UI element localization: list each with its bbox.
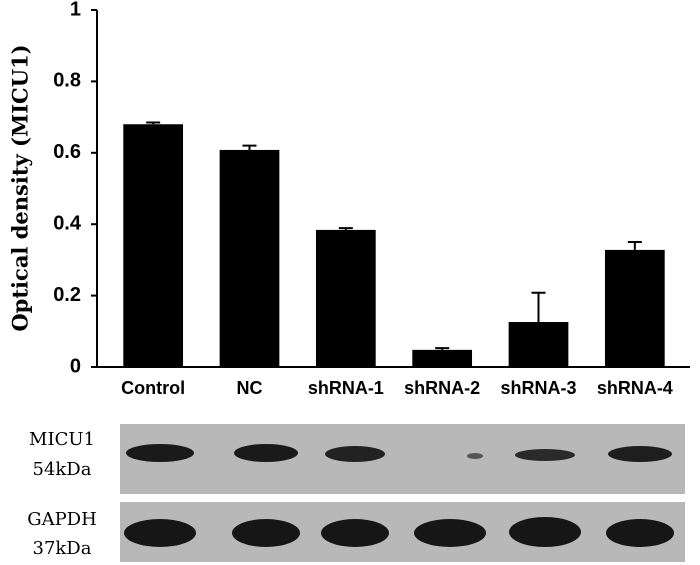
y-tick-label: 1 bbox=[70, 0, 81, 20]
bar bbox=[604, 249, 665, 367]
y-axis-label: Optical density (MICU1) bbox=[8, 44, 33, 331]
x-tick-label: NC bbox=[237, 378, 263, 398]
y-tick-label: 0.6 bbox=[53, 141, 81, 163]
blot-band bbox=[126, 444, 194, 462]
error-bar bbox=[146, 121, 161, 125]
bar bbox=[219, 149, 280, 367]
blot-band bbox=[515, 449, 575, 461]
blot-band bbox=[325, 446, 385, 462]
x-tick-label: shRNA-3 bbox=[500, 378, 576, 398]
blot-band bbox=[321, 519, 389, 547]
x-tick-label: shRNA-1 bbox=[308, 378, 384, 398]
blot-band bbox=[608, 446, 672, 462]
bar bbox=[123, 124, 184, 368]
blot-band bbox=[467, 453, 483, 459]
blot-panel bbox=[120, 424, 685, 562]
y-tick-label: 0 bbox=[70, 355, 81, 377]
y-tick-label: 0.2 bbox=[53, 284, 81, 306]
error-bar bbox=[242, 144, 257, 150]
bar bbox=[315, 229, 376, 367]
y-tick-label: 0.4 bbox=[53, 212, 82, 234]
blot-label: GAPDH bbox=[27, 509, 97, 530]
blot-band bbox=[232, 519, 300, 547]
error-bar bbox=[627, 241, 642, 250]
x-tick-label: Control bbox=[121, 378, 185, 398]
bar bbox=[412, 349, 473, 367]
error-bar bbox=[338, 227, 353, 230]
y-tick-label: 0.8 bbox=[53, 70, 81, 92]
error-bar bbox=[531, 291, 546, 323]
blot-band bbox=[414, 519, 486, 547]
blot-band bbox=[124, 519, 196, 547]
blot-band bbox=[509, 517, 581, 547]
blot-band bbox=[606, 519, 674, 547]
x-tick-label: shRNA-4 bbox=[597, 378, 673, 398]
blot-size: 37kDa bbox=[33, 538, 92, 559]
blot-size: 54kDa bbox=[33, 459, 92, 480]
blot-label: MICU1 bbox=[29, 429, 95, 450]
blot-background bbox=[120, 502, 685, 562]
blot-background bbox=[120, 424, 685, 494]
bar bbox=[508, 322, 569, 367]
error-bar bbox=[435, 347, 450, 350]
x-tick-label: shRNA-2 bbox=[404, 378, 480, 398]
blot-band bbox=[234, 444, 298, 462]
